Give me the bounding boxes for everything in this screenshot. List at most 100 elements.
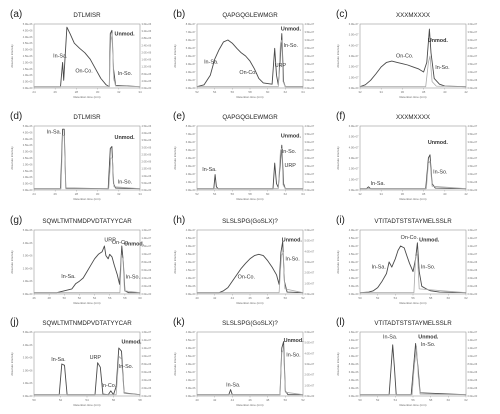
peak-annotation: In-So. <box>421 342 435 348</box>
x-tick-label: 52 <box>376 296 380 300</box>
left-tick-label: 6.0E+07 <box>186 38 196 42</box>
x-axis-title: Retention time (min) <box>399 301 426 305</box>
left-tick-label: 5.0E+07 <box>186 148 196 152</box>
right-tick-label: 4.0E+06 <box>142 378 152 382</box>
x-tick-label: 52 <box>301 296 305 300</box>
right-tick-label: 8.0E+05 <box>142 72 152 76</box>
series-line <box>34 347 141 396</box>
panel-letter: (g) <box>10 215 22 226</box>
series-line <box>197 241 304 294</box>
left-tick-label: 3.0E+07 <box>349 54 359 58</box>
x-tick-label: 58 <box>123 296 127 300</box>
chart-panel: (e) QAPGQGLEWMGR 0.0E+00 1.0E+07 2.0E+07 3.0E… <box>173 111 315 201</box>
right-tick-label: 4.0E+06 <box>468 378 478 382</box>
left-tick-label: 2.0E+06 <box>23 162 33 166</box>
x-tick-label: 56 <box>411 296 415 300</box>
left-tick-label: 7.0E+07 <box>186 30 196 34</box>
panel-letter: (c) <box>336 9 348 20</box>
peak-annotation: In-Sa. <box>371 264 385 270</box>
panel-title: VTITADTSTSTAYMELSSLR <box>374 218 452 225</box>
panel-title: SLSLSPG(GoSLX)? <box>222 218 278 225</box>
x-tick-label: 34 <box>380 192 384 196</box>
panel-title: SLSLSPG(GoSLX)? <box>222 320 278 327</box>
x-tick-label: 52 <box>78 296 82 300</box>
right-tick-label: 1.4E+07 <box>142 338 152 342</box>
right-tick-label: 1.2E+07 <box>468 244 478 248</box>
left-tick-label: 2.0E+07 <box>186 260 196 264</box>
right-tick-label: 1.5E+06 <box>142 167 152 171</box>
left-tick-label: 3.0E+06 <box>23 48 33 52</box>
peak-annotation: In-Sa. <box>371 181 385 187</box>
right-tick-label: 2.0E+07 <box>468 54 478 58</box>
right-tick-label: 2.8E+06 <box>142 36 152 40</box>
left-tick-label: 1.0E+07 <box>186 276 196 280</box>
right-tick-label: 3.5E+07 <box>305 30 315 34</box>
peak-annotation: In-So. <box>126 275 140 281</box>
series-line <box>197 39 303 88</box>
left-tick-label: 5.0E+06 <box>23 228 33 232</box>
right-tick-label: 1.0E+07 <box>305 70 315 74</box>
x-tick-label: 32 <box>358 90 362 94</box>
panel-letter: (k) <box>173 317 185 328</box>
left-tick-label: 2.0E+07 <box>186 70 196 74</box>
left-tick-label: 5.0E+06 <box>23 22 33 26</box>
left-tick-label: 3.0E+06 <box>23 356 33 360</box>
right-tick-label: 2.0E+07 <box>305 54 315 58</box>
peak-annotation: Unmod. <box>115 135 136 141</box>
peak-annotation: Unmod. <box>281 26 302 32</box>
left-tick-label: 2.0E+06 <box>23 266 33 270</box>
chart-panel: (j) SQWLTMTNMDPVDTATYYCAR 0.0E+00 1.0E+06 2.… <box>10 317 152 407</box>
left-tick-label: 2.0E+07 <box>349 65 359 69</box>
x-axis-title: Retention time (min) <box>73 301 100 305</box>
right-tick-label: 1.5E+07 <box>468 164 478 168</box>
x-tick-label: 32 <box>117 192 121 196</box>
right-tick-label: 5.0E+06 <box>468 180 478 184</box>
left-tick-label: 1.5E+07 <box>349 268 359 272</box>
right-tick-label: 4.0E+05 <box>142 79 152 83</box>
x-axis-title: Retention time (min) <box>73 403 100 407</box>
chart-panel: (c) XXXMXXXX 0.0E+00 1.0E+07 2.0E+07 3.0E+07 4… <box>336 9 478 99</box>
x-tick-label: 52 <box>195 90 199 94</box>
left-tick-label: 8.0E+07 <box>186 22 196 26</box>
peak-annotation: In-Sa. <box>202 167 216 173</box>
right-tick-label: 2.0E+06 <box>468 386 478 390</box>
right-tick-label: 1.0E+07 <box>468 354 478 358</box>
x-tick-label: 30 <box>96 192 100 196</box>
right-tick-label: 3.6E+06 <box>142 22 152 26</box>
left-tick-label: 8.0E+06 <box>349 362 359 366</box>
left-tick-label: 6.0E+07 <box>186 140 196 144</box>
left-tick-label: 4.0E+07 <box>186 54 196 58</box>
peak-annotation: Unmod. <box>121 340 142 346</box>
left-tick-label: 1.5E+06 <box>23 67 33 71</box>
left-tick-label: 2.5E+07 <box>349 252 359 256</box>
x-tick-label: 50 <box>32 398 36 402</box>
left-tick-label: 1.0E+06 <box>23 381 33 385</box>
left-tick-label: 5.0E+05 <box>23 80 33 84</box>
x-tick-label: 40 <box>443 192 447 196</box>
x-tick-label: 28 <box>75 192 79 196</box>
chart-panel: (d) DTLMISR 0.0E+00 5.0E+05 1.0E+06 1.5E+06 2.… <box>10 111 152 201</box>
panel-title: DTLMISR <box>73 12 101 19</box>
peak-annotation: In-So. <box>282 149 296 155</box>
plot-frame <box>196 23 304 89</box>
panel-letter: (i) <box>336 215 345 226</box>
peak-annotation: Unmod. <box>282 238 303 244</box>
right-tick-label: 4.0E+07 <box>305 249 315 253</box>
x-tick-label: 54 <box>213 90 217 94</box>
right-tick-label: 1.0E+07 <box>305 172 315 176</box>
left-tick-label: 1.0E+06 <box>23 73 33 77</box>
x-tick-label: 26 <box>54 90 58 94</box>
peak-annotation: In-Sa. <box>383 334 397 340</box>
right-tick-label: 4.0E+07 <box>468 124 478 128</box>
peak-annotation: Unmod. <box>428 140 449 146</box>
left-tick-label: 7.0E+07 <box>186 132 196 136</box>
panel-title: XXXMXXXX <box>396 114 430 121</box>
right-tick-label: 4.0E+06 <box>142 131 152 135</box>
left-tick-label: 2.0E+07 <box>349 260 359 264</box>
right-tick-label: 0.0E+00 <box>142 86 152 90</box>
left-tick-label: 2.5E+06 <box>23 54 33 58</box>
right-tick-label: 6.0E+06 <box>468 268 478 272</box>
chart-panel: (f) XXXMXXXX 0.0E+00 1.0E+07 2.0E+07 3.0E+07 4… <box>336 111 478 201</box>
right-tick-label: 4.0E+07 <box>305 124 315 128</box>
peak-annotation: Unmod. <box>281 134 302 140</box>
